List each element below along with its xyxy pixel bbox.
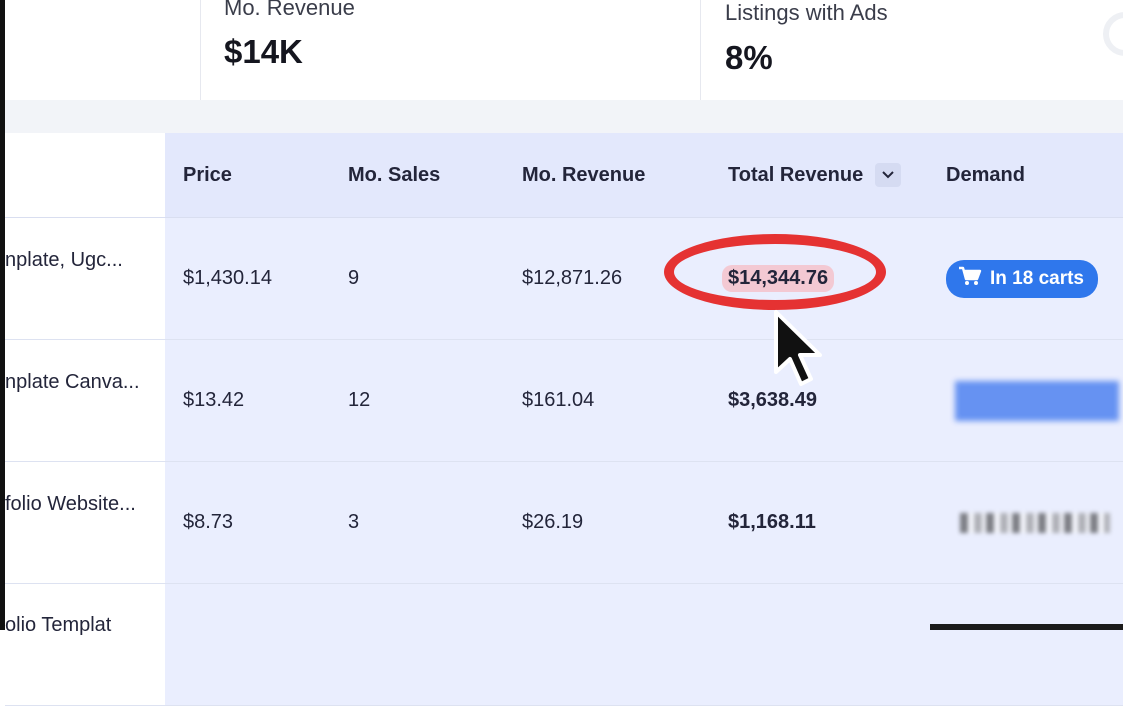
demand-badge: In 18 carts xyxy=(946,259,1098,298)
mo-revenue-cell: $12,871.26 xyxy=(522,267,623,289)
header-title-cell xyxy=(5,133,165,217)
listing-title-text[interactable]: folio Website... xyxy=(5,493,136,515)
demand-badge-label: In 18 carts xyxy=(990,267,1084,289)
bottom-edge-overlay xyxy=(930,624,1123,630)
total-revenue-cell: $3,638.49 xyxy=(728,389,817,411)
mo-sales-cell: 12 xyxy=(348,389,371,411)
title-cell xyxy=(5,340,165,461)
demand-cell xyxy=(960,462,1110,583)
column-header-price[interactable]: Price xyxy=(183,163,232,186)
chevron-down-icon[interactable] xyxy=(875,163,902,187)
price-cell: $8.73 xyxy=(183,511,234,533)
stat-divider xyxy=(200,0,201,100)
blurred-demand-text xyxy=(960,512,1110,533)
mo-sales-cell: 3 xyxy=(348,511,360,533)
title-cell xyxy=(5,462,165,583)
table-row[interactable]: olio Templat xyxy=(5,584,1123,706)
table-row[interactable]: nplate, Ugc... $1,430.14 9 $12,871.26 $1… xyxy=(5,218,1123,340)
column-header-demand[interactable]: Demand xyxy=(946,163,1025,186)
table-row[interactable]: nplate Canva... $13.42 12 $161.04 $3,638… xyxy=(5,340,1123,462)
cart-icon xyxy=(958,266,982,292)
row-shade xyxy=(165,584,1123,705)
price-cell: $1,430.14 xyxy=(183,267,272,289)
price-cell: $13.42 xyxy=(183,389,245,411)
column-header-mo-revenue[interactable]: Mo. Revenue xyxy=(522,163,646,186)
listing-title-text[interactable]: nplate Canva... xyxy=(5,371,140,393)
listing-title[interactable]: nplate Canva... xyxy=(5,322,160,443)
stat-label: Listings with Ads xyxy=(725,0,888,25)
listing-title[interactable]: nplate, Ugc... xyxy=(5,200,160,321)
stat-value: $14K xyxy=(224,33,303,70)
total-revenue-cell: $14,344.76 xyxy=(722,218,835,339)
header-shade xyxy=(165,133,1123,217)
products-table: Price Mo. Sales Mo. Revenue Total Revenu… xyxy=(5,133,1123,706)
table-row[interactable]: folio Website... $8.73 3 $26.19 $1,168.1… xyxy=(5,462,1123,584)
stat-label: Mo. Revenue xyxy=(224,0,355,20)
column-header-total-revenue[interactable]: Total Revenue xyxy=(728,133,902,217)
stats-bar: Mo. Revenue $14K Listings with Ads 8% xyxy=(5,0,1123,100)
stat-value: 8% xyxy=(725,39,773,76)
listing-title[interactable]: folio Website... xyxy=(5,444,160,565)
mo-revenue-cell: $26.19 xyxy=(522,511,584,533)
stat-card-listings-with-ads: Listings with Ads 8% xyxy=(725,0,888,76)
mouse-cursor-icon xyxy=(770,308,830,395)
mo-sales-cell: 9 xyxy=(348,267,360,289)
left-window-edge xyxy=(0,0,5,630)
column-header-label: Total Revenue xyxy=(728,163,864,186)
mo-revenue-cell: $161.04 xyxy=(522,389,595,411)
section-gap xyxy=(5,100,1123,133)
stat-divider xyxy=(700,0,701,100)
highlighted-value: $14,344.76 xyxy=(722,265,835,292)
column-header-mo-sales[interactable]: Mo. Sales xyxy=(348,163,441,186)
blurred-demand-badge xyxy=(955,380,1119,421)
total-revenue-cell: $1,168.11 xyxy=(728,511,816,533)
listing-title-text[interactable]: olio Templat xyxy=(5,614,112,636)
stat-card-mo-revenue: Mo. Revenue $14K xyxy=(224,0,355,68)
listing-title[interactable]: olio Templat xyxy=(5,584,160,705)
demand-cell: In 18 carts xyxy=(946,218,1098,339)
demand-cell xyxy=(955,340,1119,461)
table-header: Price Mo. Sales Mo. Revenue Total Revenu… xyxy=(5,133,1123,218)
listing-title-text[interactable]: nplate, Ugc... xyxy=(5,249,123,271)
title-cell xyxy=(5,218,165,339)
spinner-icon xyxy=(1103,12,1123,56)
